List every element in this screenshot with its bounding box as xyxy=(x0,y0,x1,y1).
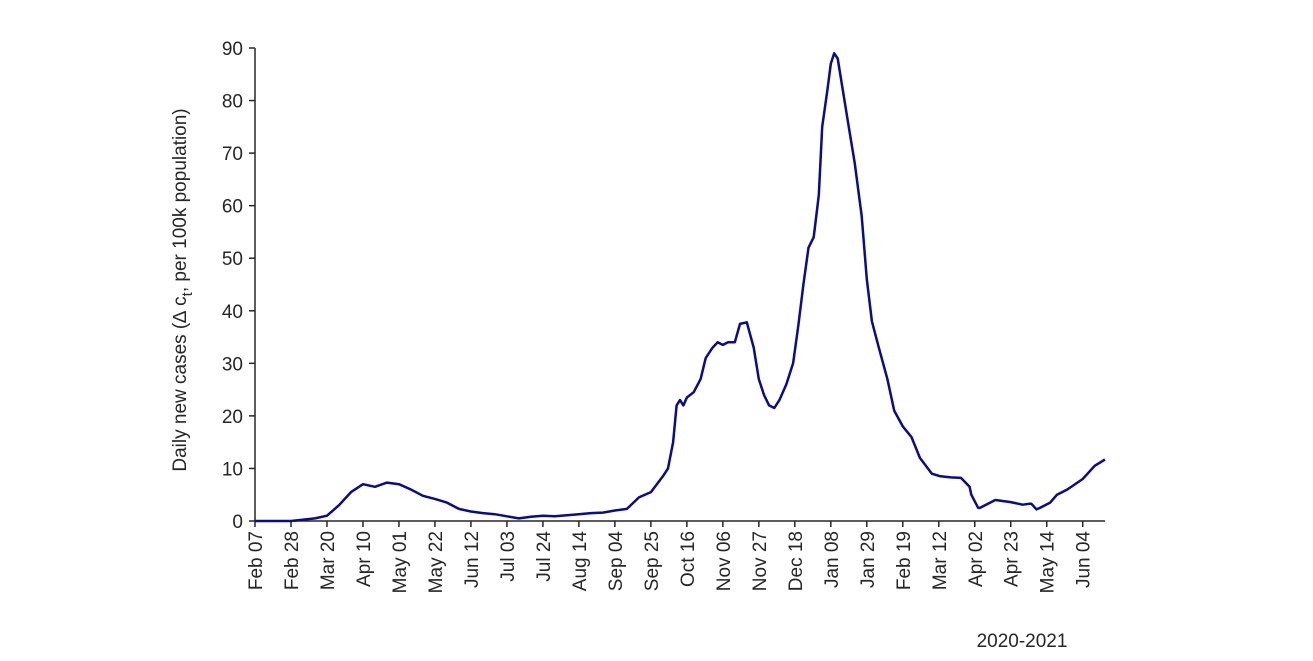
x-tick-label: Nov 06 xyxy=(714,531,735,591)
x-axis-label: 2020-2021 xyxy=(977,631,1068,652)
x-tick-label: Mar 12 xyxy=(930,531,951,590)
x-tick-label: Jun 12 xyxy=(462,531,483,588)
y-tick-label: 0 xyxy=(232,512,243,533)
x-tick-label: Dec 18 xyxy=(786,531,807,591)
y-tick-label: 90 xyxy=(222,39,243,60)
y-tick-label: 30 xyxy=(222,354,243,375)
y-axis-label: Daily new cases (∆ ct, per 100k populati… xyxy=(170,108,196,471)
y-axis-label-tail: , per 100k population) xyxy=(170,108,191,292)
x-tick-label: Sep 04 xyxy=(606,531,627,592)
y-axis-label-main: Daily new cases (∆ c xyxy=(170,296,191,471)
x-tick-label: Feb 28 xyxy=(282,531,303,590)
x-tick-label: Jan 29 xyxy=(858,531,879,588)
line xyxy=(255,52,1106,523)
y-tick-label: 40 xyxy=(222,302,243,323)
x-tick-label: Jan 08 xyxy=(822,531,843,588)
x-tick-label: Oct 16 xyxy=(678,531,699,587)
y-tick-label: 60 xyxy=(222,197,243,218)
x-tick-label: May 01 xyxy=(390,531,411,593)
x-tick-label: Aug 14 xyxy=(570,531,591,592)
x-tick-label: Apr 23 xyxy=(1002,531,1023,587)
x-tick-label: May 22 xyxy=(426,531,447,593)
x-tick-label: Apr 10 xyxy=(354,531,375,587)
y-tick-label: 50 xyxy=(222,249,243,270)
x-tick-label: May 14 xyxy=(1038,531,1059,594)
x-tick-label: Nov 27 xyxy=(750,531,771,591)
x-tick-label: Jul 24 xyxy=(534,531,555,582)
x-tick-label: Jun 04 xyxy=(1074,531,1095,588)
x-tick-label: Apr 02 xyxy=(966,531,987,587)
x-tick-label: Feb 07 xyxy=(246,531,267,590)
y-tick-label: 80 xyxy=(222,92,243,113)
x-tick-label: Jul 03 xyxy=(498,531,519,582)
y-tick-label: 10 xyxy=(222,459,243,480)
y-axis-label-sub: t xyxy=(179,291,196,296)
y-tick-label: 20 xyxy=(222,407,243,428)
x-tick-label: Sep 25 xyxy=(642,531,663,591)
x-tick-label: Feb 19 xyxy=(894,531,915,590)
x-tick-label: Mar 20 xyxy=(318,531,339,590)
y-tick-label: 70 xyxy=(222,144,243,165)
